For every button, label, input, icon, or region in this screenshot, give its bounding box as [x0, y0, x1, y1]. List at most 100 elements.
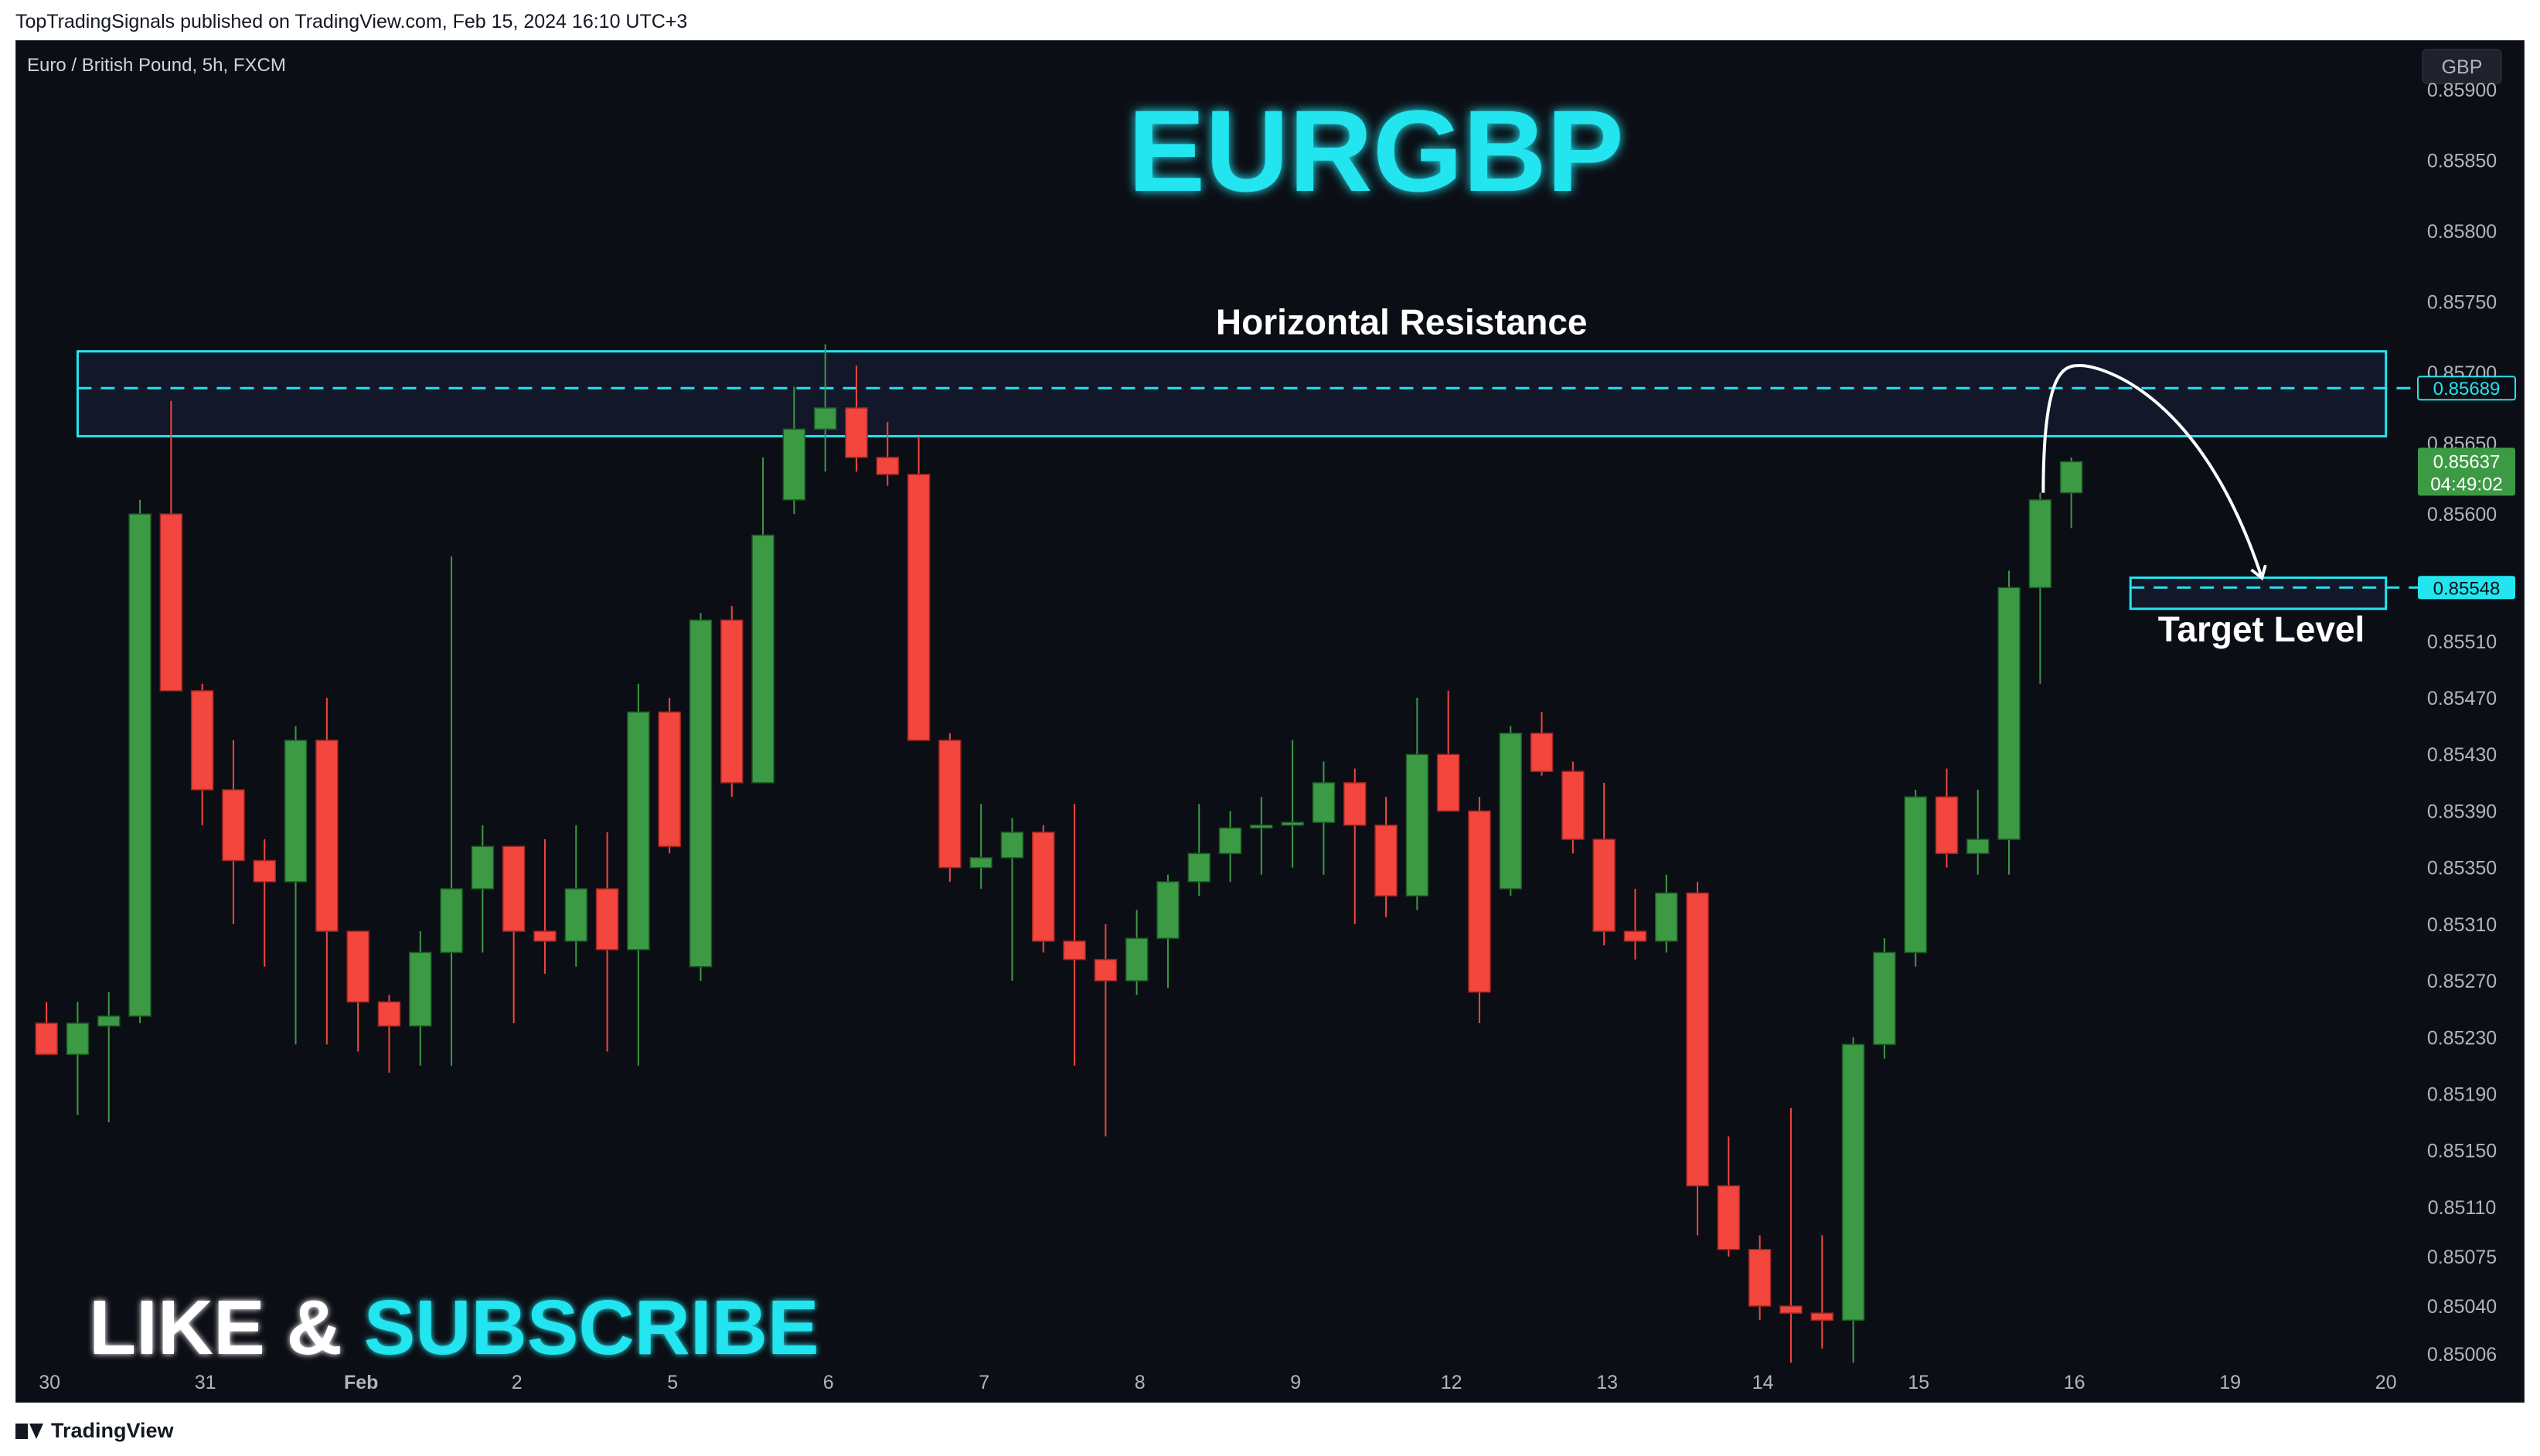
x-tick-label: 5	[667, 1372, 678, 1393]
candle-body	[1717, 1185, 1741, 1250]
candle-body	[377, 1001, 401, 1027]
candle-body	[35, 1022, 58, 1055]
candle-body	[938, 740, 962, 869]
candle-body	[1748, 1249, 1772, 1307]
candle-body	[1405, 754, 1429, 897]
candle-body	[564, 888, 587, 942]
y-tick-label: 0.85470	[2427, 688, 2497, 709]
countdown-text: 04:49:02	[2430, 474, 2502, 495]
target-badge-bg	[2418, 576, 2515, 600]
x-tick-label: 8	[1135, 1372, 1146, 1393]
candle-body	[315, 740, 339, 932]
candle-body	[1125, 937, 1149, 981]
resistance-badge-border	[2417, 376, 2516, 401]
target-zone	[2129, 576, 2388, 611]
symbol-label: Euro / British Pound, 5h, FXCM	[27, 55, 286, 76]
candle-body	[1218, 827, 1242, 855]
candle-body	[1281, 822, 1304, 826]
currency-button[interactable]: GBP	[2422, 49, 2502, 84]
candlestick-chart[interactable]: Euro / British Pound, 5h, FXCM GBP EURGB…	[15, 40, 2525, 1403]
x-tick-label: Feb	[344, 1372, 378, 1393]
candle-body	[1841, 1043, 1865, 1322]
x-tick-label: 2	[512, 1372, 523, 1393]
tradingview-logo[interactable]: TradingView	[15, 1419, 174, 1443]
candle-body	[1935, 796, 1959, 855]
x-tick-label: 19	[2219, 1372, 2241, 1393]
y-tick-label: 0.85270	[2427, 971, 2497, 992]
last-price-text: 0.85637	[2433, 451, 2501, 472]
svg-text:LIKE & SUBSCRIBE: LIKE & SUBSCRIBE	[89, 1284, 819, 1371]
last-price-badge-bg	[2418, 447, 2515, 496]
candle-body	[190, 690, 214, 791]
x-tick-label: 14	[1752, 1372, 1774, 1393]
candle-body	[409, 951, 432, 1027]
candle-body	[1187, 852, 1210, 883]
x-tick-label: 7	[979, 1372, 989, 1393]
candle-body	[1250, 824, 1273, 829]
y-tick-label: 0.85150	[2427, 1141, 2497, 1162]
resistance-label: Horizontal Resistance	[1216, 302, 1588, 342]
candle-body	[1997, 587, 2021, 840]
publish-header: TopTradingSignals published on TradingVi…	[0, 0, 2540, 40]
candle-body	[1343, 782, 1367, 826]
like-subscribe-banner: LIKE & SUBSCRIBE	[89, 1284, 819, 1371]
candle-body	[1374, 824, 1398, 897]
candle-body	[2028, 499, 2052, 589]
x-tick-label: 9	[1290, 1372, 1301, 1393]
candle-body	[1623, 930, 1647, 942]
wick-layer	[46, 344, 2072, 1363]
y-tick-label: 0.85040	[2427, 1296, 2497, 1318]
forecast-layer	[2041, 363, 2267, 581]
resistance-zone	[76, 350, 2388, 437]
y-tick-label: 0.85800	[2427, 221, 2497, 243]
y-tick-label: 0.85510	[2427, 631, 2497, 653]
candle-body	[346, 930, 369, 1003]
y-tick-label: 0.85110	[2428, 1197, 2497, 1219]
chart-panel[interactable]	[15, 40, 2525, 1403]
candle-body	[1063, 941, 1086, 961]
candle-body	[1873, 951, 1896, 1046]
cta-like-text: LIKE &	[89, 1284, 364, 1371]
candle-body	[533, 930, 557, 942]
candle-body	[1655, 892, 1678, 942]
candle-body	[159, 513, 183, 692]
x-tick-label: 12	[1441, 1372, 1462, 1393]
candle-body	[720, 619, 744, 784]
candle-body	[1592, 839, 1616, 932]
candle-body	[1499, 733, 1522, 890]
candle-body	[1156, 881, 1180, 939]
candle-body	[1436, 754, 1460, 812]
candle-body	[502, 845, 526, 932]
candle-body	[969, 857, 993, 869]
candle-body	[627, 711, 650, 951]
zones-layer	[76, 350, 2431, 611]
candle-body	[1094, 958, 1118, 981]
currency-label: GBP	[2442, 56, 2483, 78]
y-tick-label: 0.85390	[2427, 801, 2497, 822]
candle-body	[1000, 832, 1024, 859]
resistance-badge-bg	[2418, 376, 2515, 400]
candle-body	[1810, 1312, 1833, 1322]
candle-body	[782, 428, 806, 501]
footer	[0, 1403, 2540, 1456]
x-tick-label: 20	[2375, 1372, 2397, 1393]
tradingview-logo-text: TradingView	[51, 1419, 174, 1442]
candle-body	[813, 407, 837, 430]
y-tick-label: 0.85006	[2427, 1344, 2497, 1366]
candle-body	[1686, 892, 1709, 1187]
candle-body	[66, 1022, 90, 1055]
candle-body	[2059, 461, 2083, 494]
candle-body	[689, 619, 713, 968]
y-tick-label: 0.85600	[2427, 504, 2497, 526]
candle-body	[1779, 1305, 1803, 1314]
x-tick-label: 6	[823, 1372, 834, 1393]
candle-body	[97, 1015, 121, 1027]
target-badge-text: 0.85548	[2433, 578, 2501, 599]
body-layer	[35, 407, 2083, 1322]
forecast-arrow	[2041, 363, 2267, 581]
x-tick-label: 15	[1908, 1372, 1929, 1393]
x-axis: 30 31 Feb 2 5 6 7 8 9 12 13 14 15 16 19 20	[39, 1372, 2396, 1393]
y-tick-label: 0.85750	[2427, 292, 2497, 314]
y-tick-label: 0.85900	[2427, 80, 2497, 101]
